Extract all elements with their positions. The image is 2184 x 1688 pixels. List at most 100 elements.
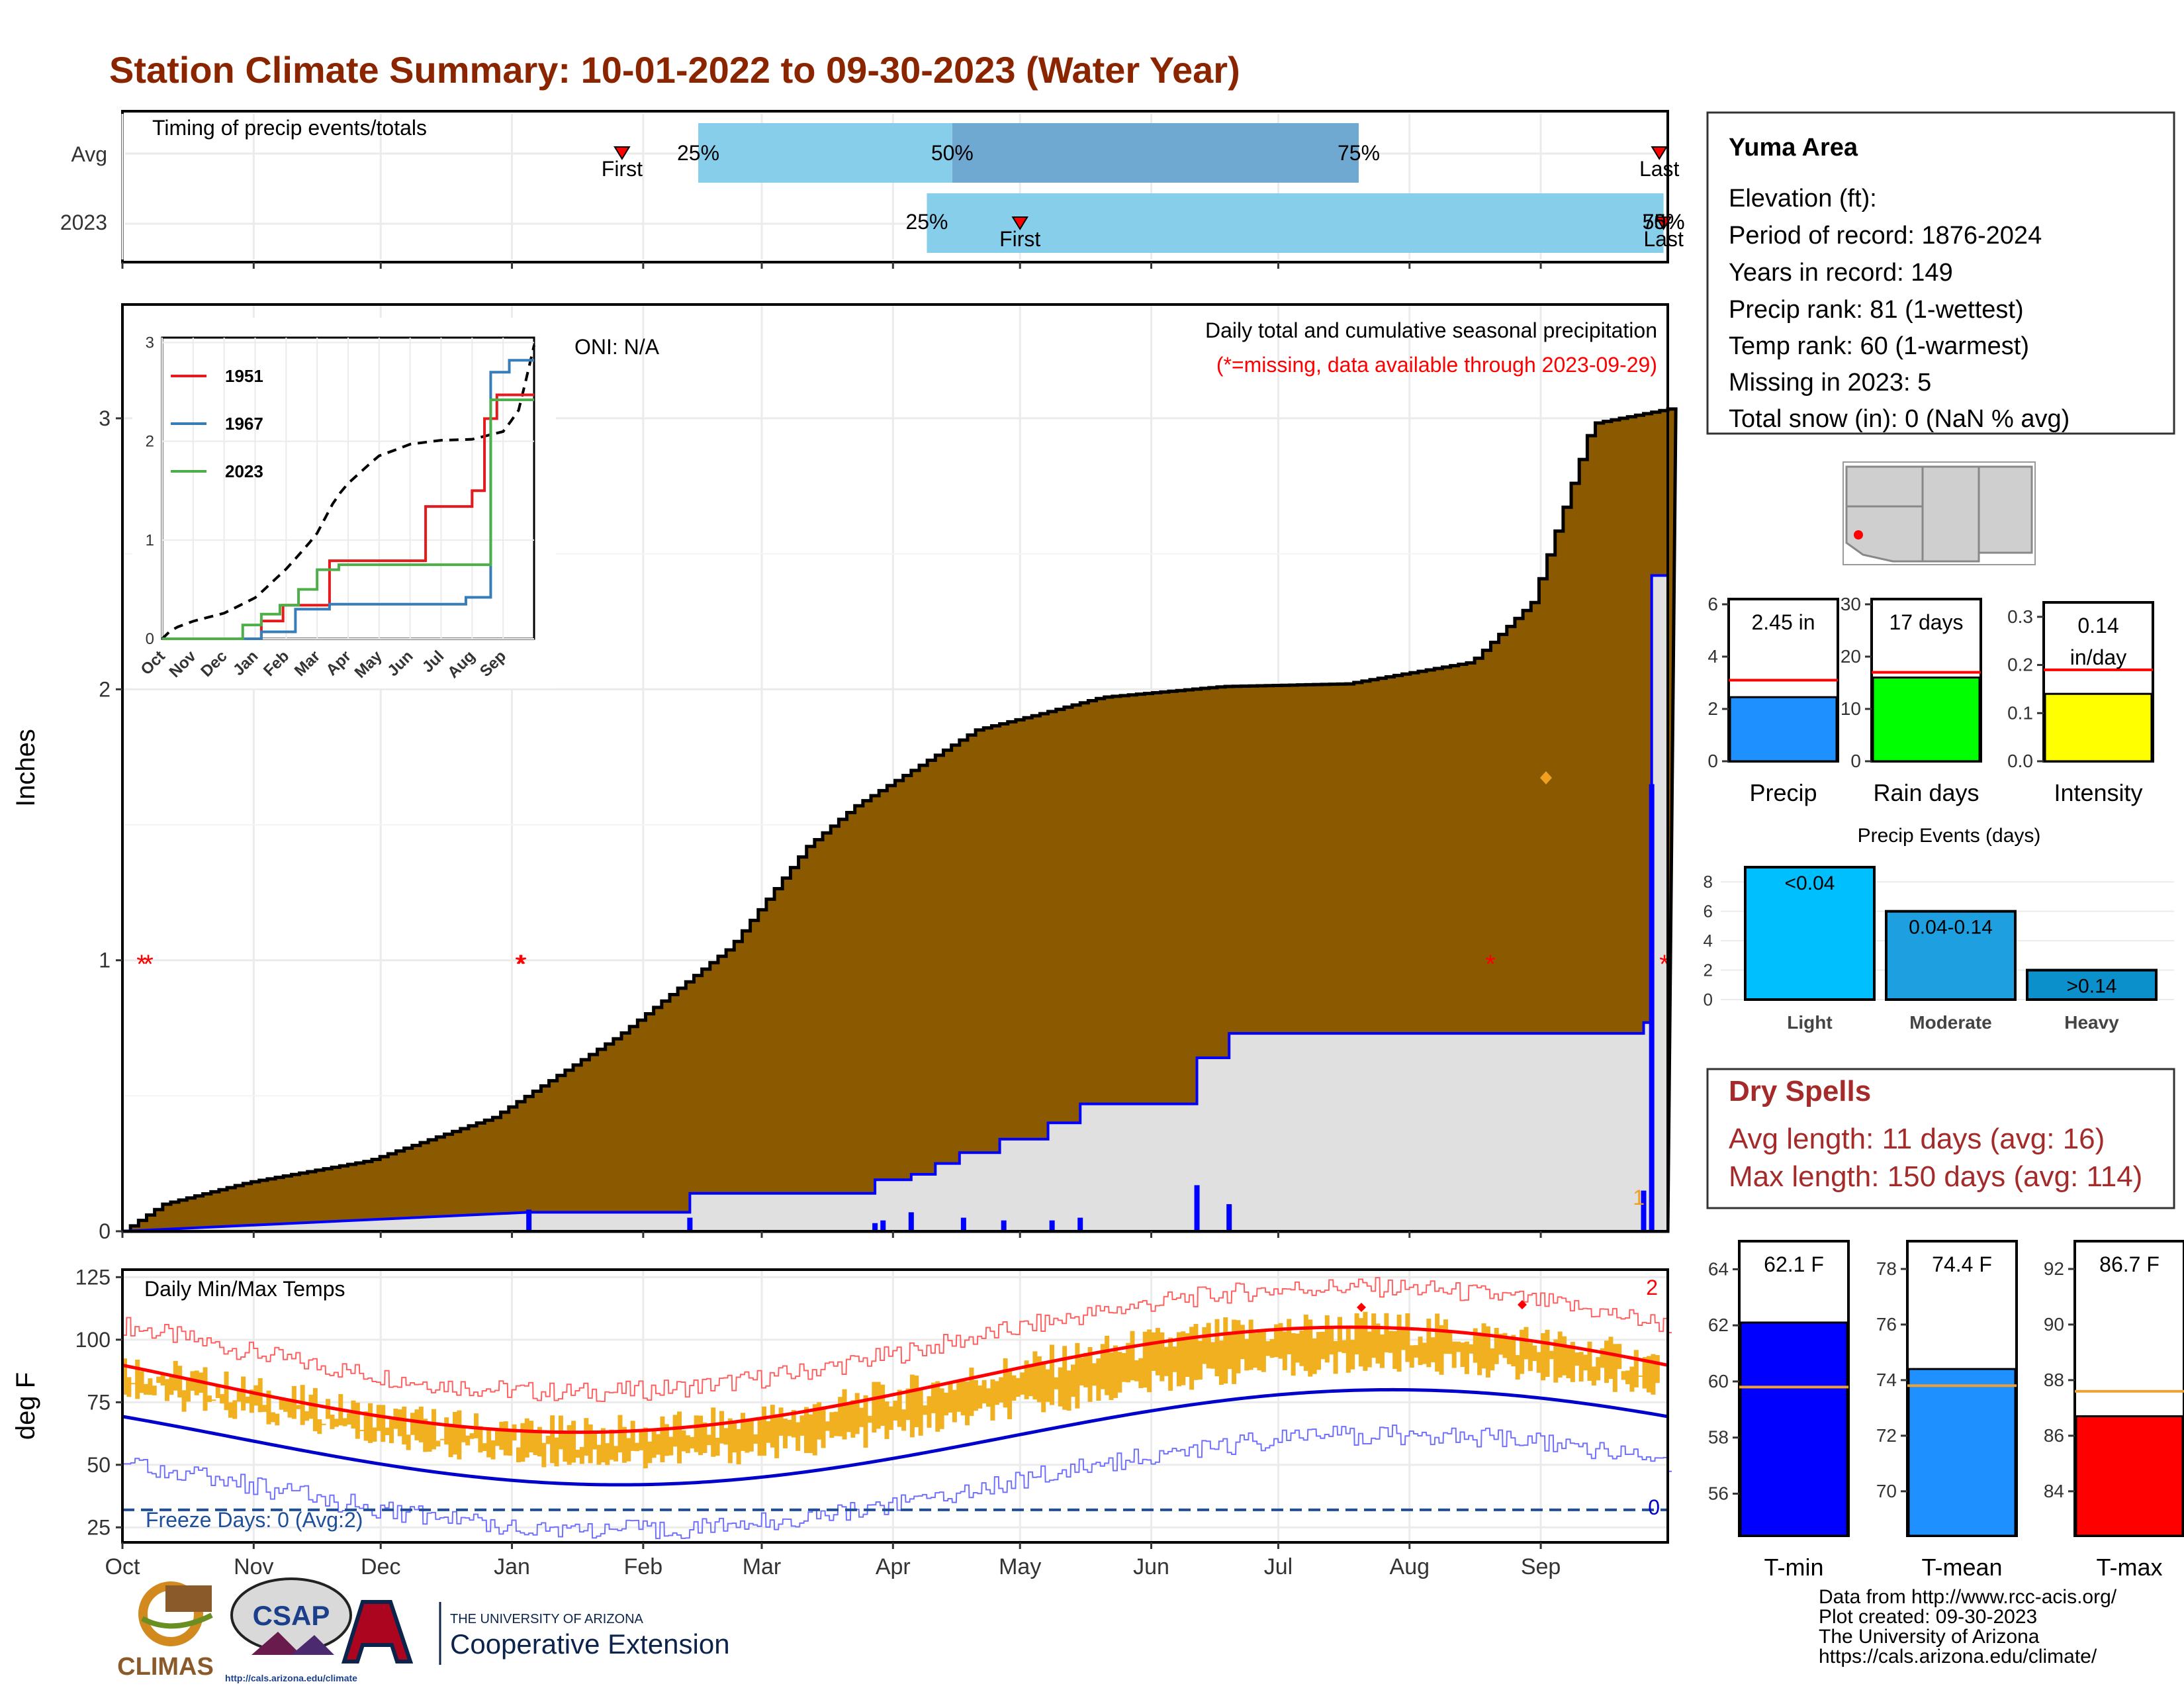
daily-temp-bar: [1414, 1345, 1419, 1358]
inset-legend-label: 2023: [225, 461, 263, 481]
timing-panel: Timing of precip events/totals Avg 2023 …: [60, 110, 1685, 269]
daily-temp-bar: [148, 1378, 153, 1395]
daily-temp-bar: [1342, 1340, 1347, 1354]
summary-value-label: 2.45 in: [1751, 610, 1815, 634]
temp-count-bottom: 0: [1648, 1495, 1660, 1519]
daily-temp-bar: [563, 1433, 568, 1462]
timing-panel-label: Timing of precip events/totals: [152, 116, 427, 140]
temp-count-top: 2: [1646, 1276, 1658, 1299]
daily-temp-bar: [761, 1406, 766, 1456]
daily-temp-bar: [1375, 1323, 1381, 1364]
daily-temp-bar: [152, 1385, 157, 1395]
summary-ytick-label: 0.0: [2007, 751, 2033, 771]
daily-temp-bar: [359, 1429, 365, 1431]
inset-2023-line: [162, 398, 534, 640]
daily-temp-bar: [1050, 1344, 1054, 1405]
daily-temp-bar: [427, 1423, 432, 1452]
daily-temp-bar: [1447, 1330, 1453, 1354]
month-label: Jan: [494, 1554, 530, 1579]
daily-temp-bar: [432, 1409, 436, 1450]
daily-temp-bar: [1345, 1327, 1351, 1373]
daily-precip-bar: [1226, 1204, 1232, 1231]
daily-temp-bar: [1041, 1361, 1046, 1413]
summary-ytick-label: 0.2: [2007, 655, 2033, 675]
daily-temp-bar: [537, 1427, 542, 1457]
daily-temp-bar: [1562, 1336, 1567, 1376]
daily-temp-bar: [1600, 1348, 1605, 1368]
2023-25-75-bar: [927, 193, 1664, 253]
daily-temp-bar: [969, 1367, 974, 1417]
daily-temp-bar: [643, 1427, 648, 1469]
summary-value-bar: [2044, 692, 2153, 763]
daily-temp-bar: [1490, 1348, 1495, 1371]
daily-temp-bar: [732, 1423, 737, 1453]
summary-chart-precip: 0 2 4 6 2.45 in Precip: [1707, 594, 1839, 806]
daily-temp-bar: [1485, 1326, 1490, 1378]
daily-temp-bar: [550, 1415, 555, 1464]
daily-temp-bar: [211, 1399, 216, 1401]
summary-ytick-label: 62: [1708, 1315, 1729, 1335]
daily-temp-bar: [1350, 1340, 1355, 1370]
daily-temp-bar: [126, 1377, 132, 1397]
daily-temp-bar: [524, 1418, 529, 1458]
daily-temp-bar: [1189, 1327, 1195, 1390]
daily-temp-bar: [672, 1415, 678, 1447]
daily-temp-bar: [1015, 1378, 1021, 1397]
daily-temp-bar: [1354, 1313, 1359, 1355]
2023-last-label: Last: [1643, 227, 1684, 251]
daily-temp-bar: [854, 1393, 860, 1434]
daily-temp-bar: [571, 1421, 576, 1463]
2023-last-marker: [1655, 216, 1672, 230]
daily-temp-bar: [944, 1392, 949, 1416]
daily-temp-bar: [270, 1412, 275, 1423]
daily-temp-bar: [757, 1419, 762, 1456]
daily-temp-bar: [1553, 1339, 1559, 1383]
station-line-missing: Missing in 2023: 5: [1729, 369, 1931, 397]
missing-day-marker: *: [516, 950, 527, 979]
daily-temp-bar: [283, 1400, 289, 1412]
daily-temp-bar: [1105, 1335, 1110, 1395]
summary-ytick-label: 92: [2044, 1258, 2064, 1279]
daily-temp-bar: [1087, 1346, 1093, 1402]
daily-temp-bar: [1058, 1367, 1063, 1407]
daily-temp-bar: [194, 1370, 199, 1395]
daily-temp-bar: [605, 1443, 610, 1466]
region-outline: [1845, 465, 2033, 563]
inset-normal-line: [161, 345, 535, 640]
summary-ytick-label: 76: [1876, 1314, 1897, 1335]
2023-first-label: First: [999, 227, 1040, 251]
daily-temp-bar: [1109, 1352, 1114, 1400]
daily-temp-bar: [1210, 1342, 1216, 1369]
temp-ytick-label: 100: [75, 1328, 111, 1352]
daily-temp-bar: [185, 1378, 191, 1402]
daily-temp-bar: [1024, 1360, 1029, 1399]
temp-bar-charts: 56 58 60 62 64 62.1 F T-min 70 72 74 76 78 74.4 F T-m…: [1708, 1240, 2184, 1581]
summary-ytick-label: 86: [2044, 1425, 2064, 1446]
daily-temp-bar: [135, 1359, 140, 1399]
daily-temp-bar: [236, 1389, 242, 1402]
daily-temp-bar: [308, 1394, 314, 1419]
daily-temp-bar: [817, 1402, 822, 1440]
daily-temp-bar: [206, 1395, 212, 1402]
daily-temp-bar: [986, 1388, 991, 1407]
daily-temp-bar: [499, 1421, 504, 1450]
locator-map: [1843, 461, 2036, 565]
daily-temp-bar: [918, 1389, 923, 1436]
daily-temp-bar: [1113, 1345, 1118, 1398]
station-line-snow: Total snow (in): 0 (NaN % avg): [1729, 405, 2070, 433]
summary-chart-intensity: 0.0 0.1 0.2 0.3 0.14 in/day Intensity: [2007, 601, 2154, 806]
daily-temp-bar: [702, 1422, 707, 1454]
daily-temp-bar: [960, 1380, 966, 1416]
events-ytick-label: 6: [1704, 902, 1713, 921]
daily-temp-bar: [567, 1425, 572, 1465]
daily-temp-bar: [796, 1422, 801, 1451]
event-category-label: Light: [1787, 1012, 1832, 1033]
daily-temp-bar: [512, 1424, 517, 1441]
summary-ytick-label: 84: [2044, 1481, 2064, 1501]
daily-temp-bar: [164, 1379, 169, 1401]
daily-temp-bar: [473, 1413, 478, 1438]
month-label: Apr: [876, 1554, 911, 1579]
daily-temp-bar: [1227, 1331, 1232, 1370]
daily-temp-bar: [1506, 1338, 1512, 1364]
